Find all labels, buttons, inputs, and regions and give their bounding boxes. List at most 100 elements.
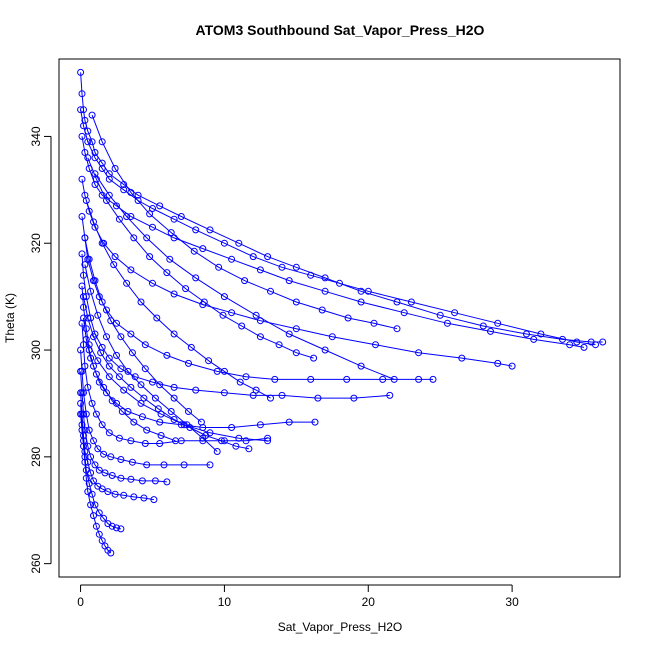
data-point bbox=[275, 341, 283, 349]
data-point bbox=[154, 405, 162, 413]
series-21 bbox=[85, 341, 272, 445]
series-0 bbox=[77, 68, 607, 346]
data-point bbox=[78, 426, 86, 434]
data-point bbox=[105, 354, 113, 362]
data-point bbox=[213, 367, 221, 375]
data-point bbox=[94, 311, 102, 319]
data-point bbox=[127, 330, 135, 338]
data-point bbox=[80, 271, 87, 279]
data-point bbox=[127, 475, 135, 483]
data-point bbox=[508, 362, 516, 370]
data-point bbox=[84, 138, 92, 146]
series-line-21 bbox=[88, 344, 268, 442]
data-point bbox=[364, 287, 372, 295]
data-point bbox=[170, 394, 178, 402]
data-point bbox=[117, 333, 125, 341]
data-point bbox=[100, 450, 108, 458]
data-point bbox=[88, 138, 96, 146]
data-point bbox=[149, 223, 156, 231]
data-point bbox=[107, 549, 115, 557]
series-line-0 bbox=[80, 72, 603, 343]
series-6 bbox=[78, 282, 319, 431]
data-point bbox=[228, 309, 236, 317]
data-point bbox=[336, 279, 343, 287]
chart-title: ATOM3 Southbound Sat_Vapor_Press_H2O bbox=[196, 22, 485, 38]
data-point bbox=[98, 421, 106, 429]
data-point bbox=[88, 111, 96, 119]
data-point bbox=[118, 408, 126, 415]
data-point bbox=[113, 202, 120, 210]
data-point bbox=[249, 391, 257, 399]
data-point bbox=[130, 493, 138, 501]
data-point bbox=[163, 269, 171, 277]
data-point bbox=[153, 314, 161, 322]
data-point bbox=[78, 90, 86, 98]
data-point bbox=[98, 537, 106, 545]
data-point bbox=[344, 314, 352, 322]
data-point bbox=[127, 383, 135, 391]
data-point bbox=[170, 290, 178, 298]
data-point bbox=[350, 394, 358, 402]
data-point bbox=[292, 349, 300, 357]
data-point bbox=[91, 501, 99, 509]
series-2 bbox=[78, 132, 588, 351]
data-point bbox=[451, 309, 459, 317]
data-point bbox=[245, 445, 253, 453]
data-point bbox=[228, 424, 236, 431]
data-point bbox=[370, 319, 378, 327]
data-point bbox=[90, 437, 97, 445]
data-point bbox=[111, 165, 119, 172]
data-point bbox=[131, 373, 139, 381]
data-point bbox=[103, 197, 110, 204]
data-point bbox=[143, 234, 151, 242]
data-point bbox=[113, 524, 120, 532]
y-tick-label: 280 bbox=[29, 447, 43, 467]
data-point bbox=[95, 509, 103, 517]
data-point bbox=[241, 277, 249, 285]
plot-series bbox=[77, 68, 607, 557]
data-point bbox=[103, 333, 110, 341]
data-point bbox=[141, 365, 149, 373]
data-point bbox=[599, 338, 607, 346]
data-point bbox=[415, 349, 423, 357]
data-point bbox=[77, 367, 85, 375]
data-point bbox=[149, 205, 156, 212]
data-point bbox=[146, 210, 154, 218]
data-point bbox=[264, 437, 272, 445]
data-point bbox=[81, 261, 89, 269]
series-16 bbox=[84, 154, 318, 362]
data-point bbox=[220, 293, 228, 301]
data-point bbox=[134, 191, 142, 199]
data-point bbox=[185, 408, 192, 415]
data-point bbox=[307, 271, 315, 279]
data-point bbox=[264, 253, 272, 261]
data-point bbox=[146, 253, 154, 261]
data-point bbox=[87, 287, 95, 295]
series-line-16 bbox=[87, 157, 314, 359]
data-point bbox=[415, 375, 423, 383]
data-point bbox=[81, 458, 89, 466]
data-point bbox=[252, 386, 260, 394]
data-point bbox=[127, 437, 135, 445]
series-line-20 bbox=[94, 173, 395, 380]
data-point bbox=[242, 373, 250, 381]
data-point bbox=[115, 434, 123, 442]
data-point bbox=[292, 325, 300, 333]
data-point bbox=[82, 474, 90, 482]
x-tick-label: 10 bbox=[218, 595, 232, 609]
data-point bbox=[190, 247, 198, 255]
data-point bbox=[127, 213, 135, 220]
data-point bbox=[87, 354, 95, 362]
data-point bbox=[592, 341, 599, 349]
data-point bbox=[180, 421, 188, 429]
data-point bbox=[206, 429, 214, 437]
data-point bbox=[256, 333, 264, 341]
data-point bbox=[143, 426, 151, 434]
data-point bbox=[105, 362, 113, 370]
data-point bbox=[140, 494, 148, 502]
x-tick-label: 0 bbox=[77, 595, 84, 609]
data-point bbox=[98, 298, 106, 306]
data-point bbox=[100, 383, 108, 391]
data-point bbox=[292, 263, 300, 271]
data-point bbox=[206, 226, 214, 234]
